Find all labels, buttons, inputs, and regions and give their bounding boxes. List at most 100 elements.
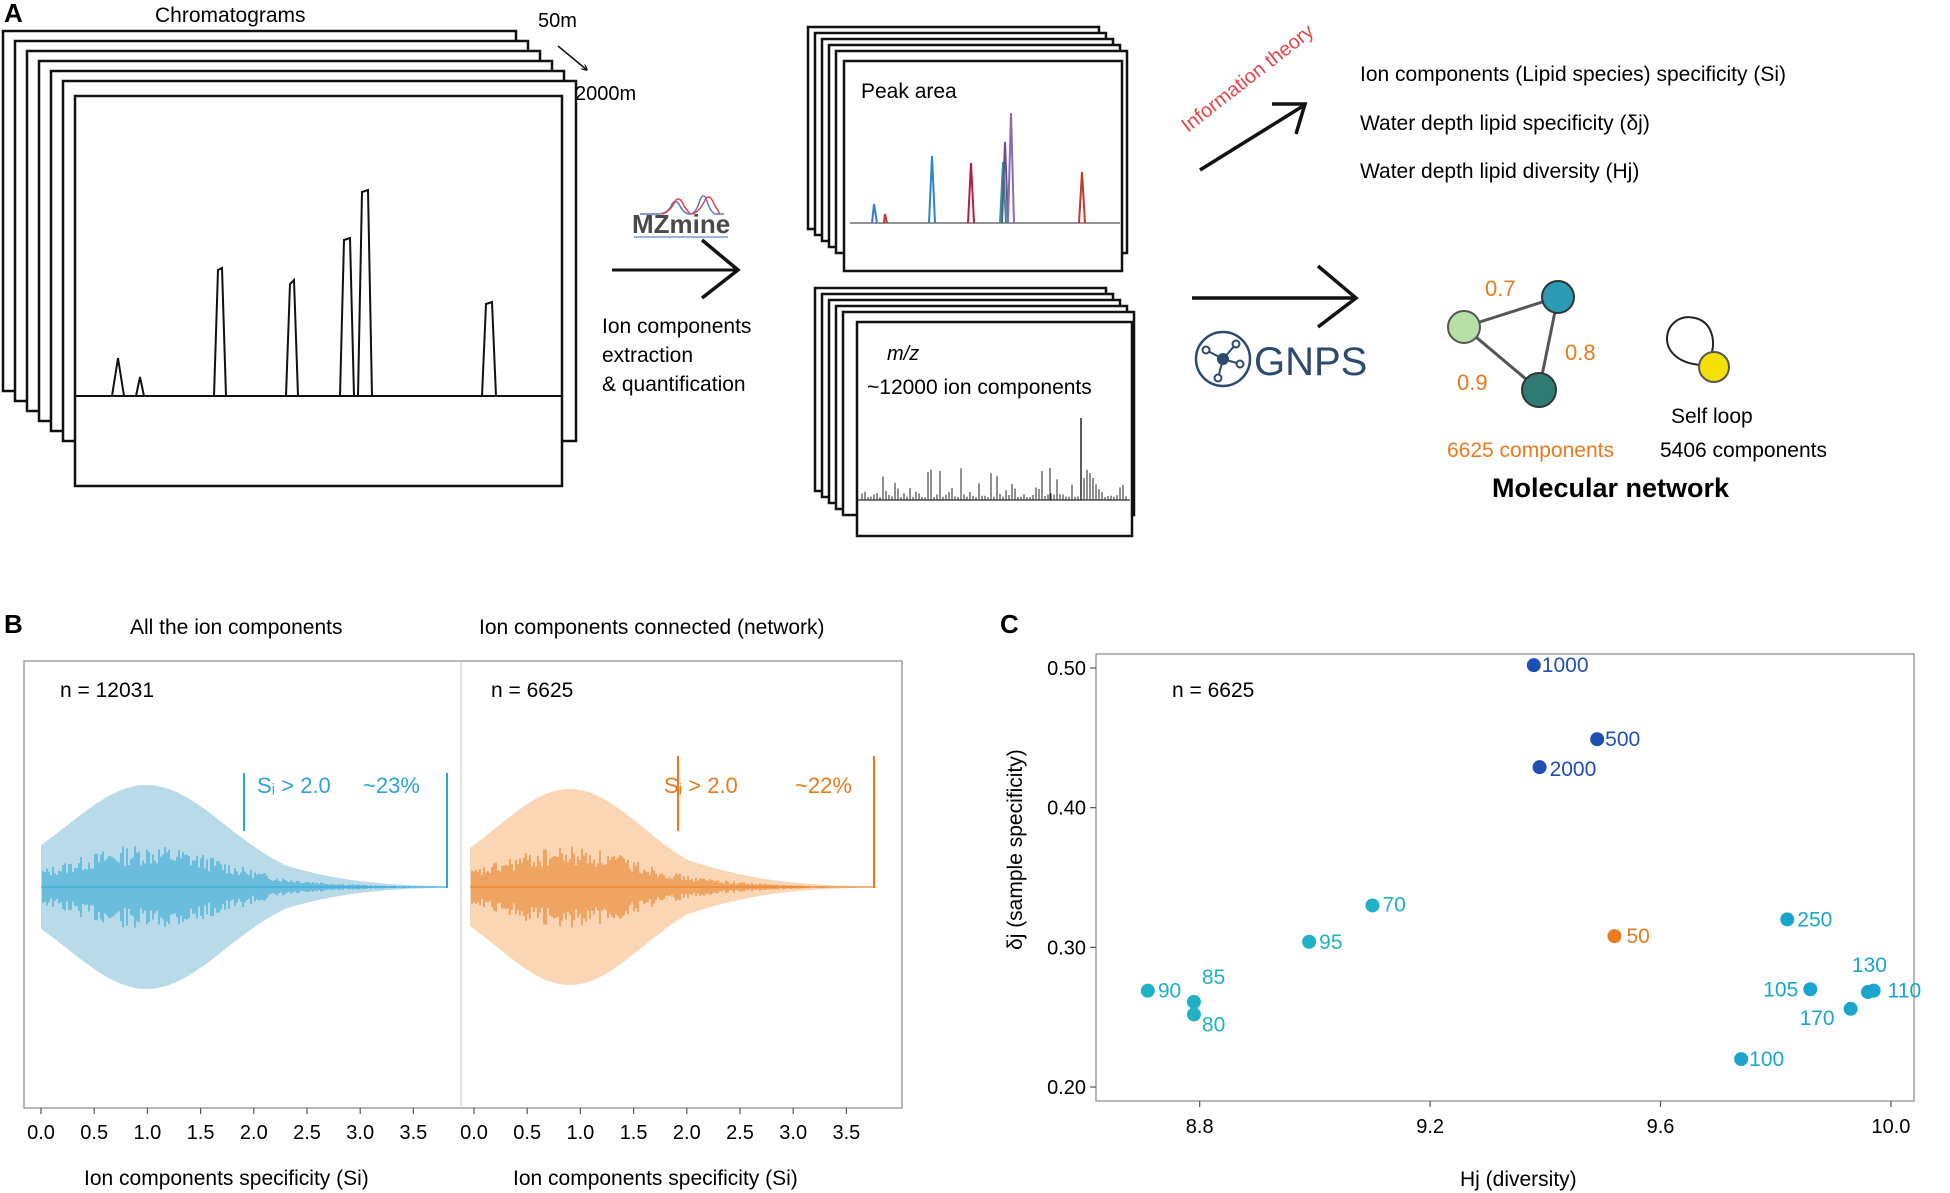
chromatograms-title: Chromatograms <box>155 4 306 27</box>
scatter-point <box>1607 929 1622 944</box>
x-tick-label: 1.0 <box>133 1122 161 1144</box>
ion-count-label: ~12000 ion components <box>867 376 1092 399</box>
panel-c: C n = 6625 8.8 9.2 9.6 10.0 0.20 0.30 0.40 0.50… <box>1000 609 1921 1191</box>
mzmine-caption-line-3: & quantification <box>602 373 746 396</box>
scatter-point-label: 50 <box>1626 925 1649 948</box>
scatter-axes: 8.8 9.2 9.6 10.0 0.20 0.30 0.40 0.50 <box>1047 658 1910 1138</box>
x-tick-label: 1.5 <box>187 1122 215 1144</box>
scatter-point-label: 100 <box>1749 1048 1784 1071</box>
scatter-point <box>1734 1052 1749 1067</box>
self-loop-label: Self loop <box>1671 405 1753 428</box>
x-tick-label: 2.0 <box>240 1122 268 1144</box>
mzmine-logo-text: MZmine <box>632 209 730 239</box>
scatter-x-tick-label: 8.8 <box>1186 1116 1214 1138</box>
x-tick-label: 3.5 <box>399 1122 427 1144</box>
peak-area-peaks <box>871 112 1086 224</box>
depth-arrow <box>557 45 587 70</box>
violin-all-jitter <box>41 846 447 928</box>
x-tick-label: 3.0 <box>346 1122 374 1144</box>
violin-all-x-ticks: 0.0 0.5 1.0 1.5 2.0 2.5 3.0 3.5 <box>27 1108 427 1144</box>
mzmine-arrow-head <box>700 238 741 300</box>
chromatogram-stack <box>1 29 578 488</box>
mz-spectra-stack <box>813 286 1136 538</box>
n-label-network: n = 6625 <box>491 679 573 702</box>
threshold-label-network: Sᵢ > 2.0 <box>664 773 738 798</box>
x-tick-label: 0.5 <box>513 1122 541 1144</box>
scatter-point-label: 250 <box>1797 908 1832 931</box>
mzmine-logo: MZmine <box>632 195 730 239</box>
gnps-arrow-head <box>1316 264 1359 329</box>
x-tick-label: 0.5 <box>80 1122 108 1144</box>
x-tick-label: 3.5 <box>832 1122 860 1144</box>
panel-a-label: A <box>4 0 23 28</box>
x-tick-label: 0.0 <box>460 1122 488 1144</box>
x-tick-label: 2.5 <box>726 1122 754 1144</box>
scatter-point-label: 90 <box>1158 980 1181 1003</box>
mzmine-caption-line-2: extraction <box>602 344 693 367</box>
x-tick-label: 3.0 <box>779 1122 807 1144</box>
scatter-point <box>1803 982 1818 997</box>
scatter-point-label: 2000 <box>1550 758 1597 781</box>
network-node <box>1521 372 1557 408</box>
peak-area-label: Peak area <box>861 80 957 103</box>
n-label-all: n = 12031 <box>60 679 154 702</box>
scatter-x-tick-label: 9.6 <box>1647 1116 1675 1138</box>
violin-network-jitter <box>470 846 874 928</box>
scatter-y-tick-label: 0.40 <box>1047 798 1086 820</box>
mz-spectrum-sticks <box>861 418 1127 500</box>
edge-weight-label: 0.9 <box>1457 370 1488 395</box>
self-loop-edge <box>1666 316 1714 366</box>
x-tick-label: 1.0 <box>566 1122 594 1144</box>
mz-label: m/z <box>887 343 919 365</box>
threshold-label-all: Sᵢ > 2.0 <box>257 773 331 798</box>
scatter-point-label: 170 <box>1800 1007 1835 1030</box>
peak-area-stack <box>806 25 1129 273</box>
info-arrow-shaft <box>1199 104 1304 172</box>
scatter-point <box>1186 994 1201 1009</box>
scatter-point <box>1843 1001 1858 1016</box>
scatter-point <box>1302 934 1317 949</box>
scatter-point <box>1140 983 1155 998</box>
scatter-y-tick-label: 0.30 <box>1047 937 1086 959</box>
scatter-point <box>1186 1007 1201 1022</box>
scatter-y-tick-label: 0.20 <box>1047 1077 1086 1099</box>
info-arrow-head <box>1272 102 1308 135</box>
scatter-point-label: 500 <box>1605 728 1640 751</box>
network-title: Molecular network <box>1492 473 1730 503</box>
edge-weight-label: 0.7 <box>1485 276 1516 301</box>
x-tick-label: 1.5 <box>620 1122 648 1144</box>
scatter-point <box>1866 983 1881 998</box>
self-loop-components-label: 5406 components <box>1660 439 1827 462</box>
panel-b: B All the ion components Ion components … <box>4 609 903 1190</box>
x-axis-label-network: Ion components specificity (Si) <box>513 1167 798 1190</box>
mzmine-caption-line-1: Ion components <box>602 315 751 338</box>
depth-start-label: 50m <box>538 10 577 32</box>
scatter-point <box>1365 898 1380 913</box>
edge-weight-label: 0.8 <box>1565 340 1596 365</box>
violin-network-x-ticks: 0.0 0.5 1.0 1.5 2.0 2.5 3.0 3.5 <box>460 1108 860 1144</box>
scatter-point-label: 105 <box>1763 978 1798 1001</box>
scatter-plot-frame <box>1095 653 1915 1102</box>
scatter-point-label: 85 <box>1202 966 1225 989</box>
network-components-label: 6625 components <box>1447 439 1614 462</box>
scatter-point-label: 1000 <box>1542 654 1589 677</box>
violin-title-network: Ion components connected (network) <box>479 616 825 639</box>
scatter-point <box>1526 658 1541 673</box>
scatter-point <box>1780 912 1795 927</box>
scatter-x-tick-label: 10.0 <box>1871 1116 1910 1138</box>
panel-a: A Chromatograms 50m 2000m MZmine Ion com… <box>1 0 1827 538</box>
percent-label-all: ~23% <box>363 773 420 798</box>
x-axis-label-all: Ion components specificity (Si) <box>84 1167 369 1190</box>
network-graph: 0.7 0.8 0.9 Self loop 6625 components 54… <box>1447 276 1827 503</box>
scatter-point-label: 130 <box>1852 954 1887 977</box>
self-loop-node <box>1698 351 1730 383</box>
metric-specificity: Ion components (Lipid species) specifici… <box>1360 63 1786 86</box>
scatter-point-label: 95 <box>1319 931 1342 954</box>
network-node <box>1541 280 1575 314</box>
violin-title-all: All the ion components <box>130 616 342 639</box>
metric-depth-diversity: Water depth lipid diversity (Hj) <box>1360 160 1639 183</box>
gnps-logo: GNPS <box>1194 330 1367 388</box>
percent-label-network: ~22% <box>795 773 852 798</box>
